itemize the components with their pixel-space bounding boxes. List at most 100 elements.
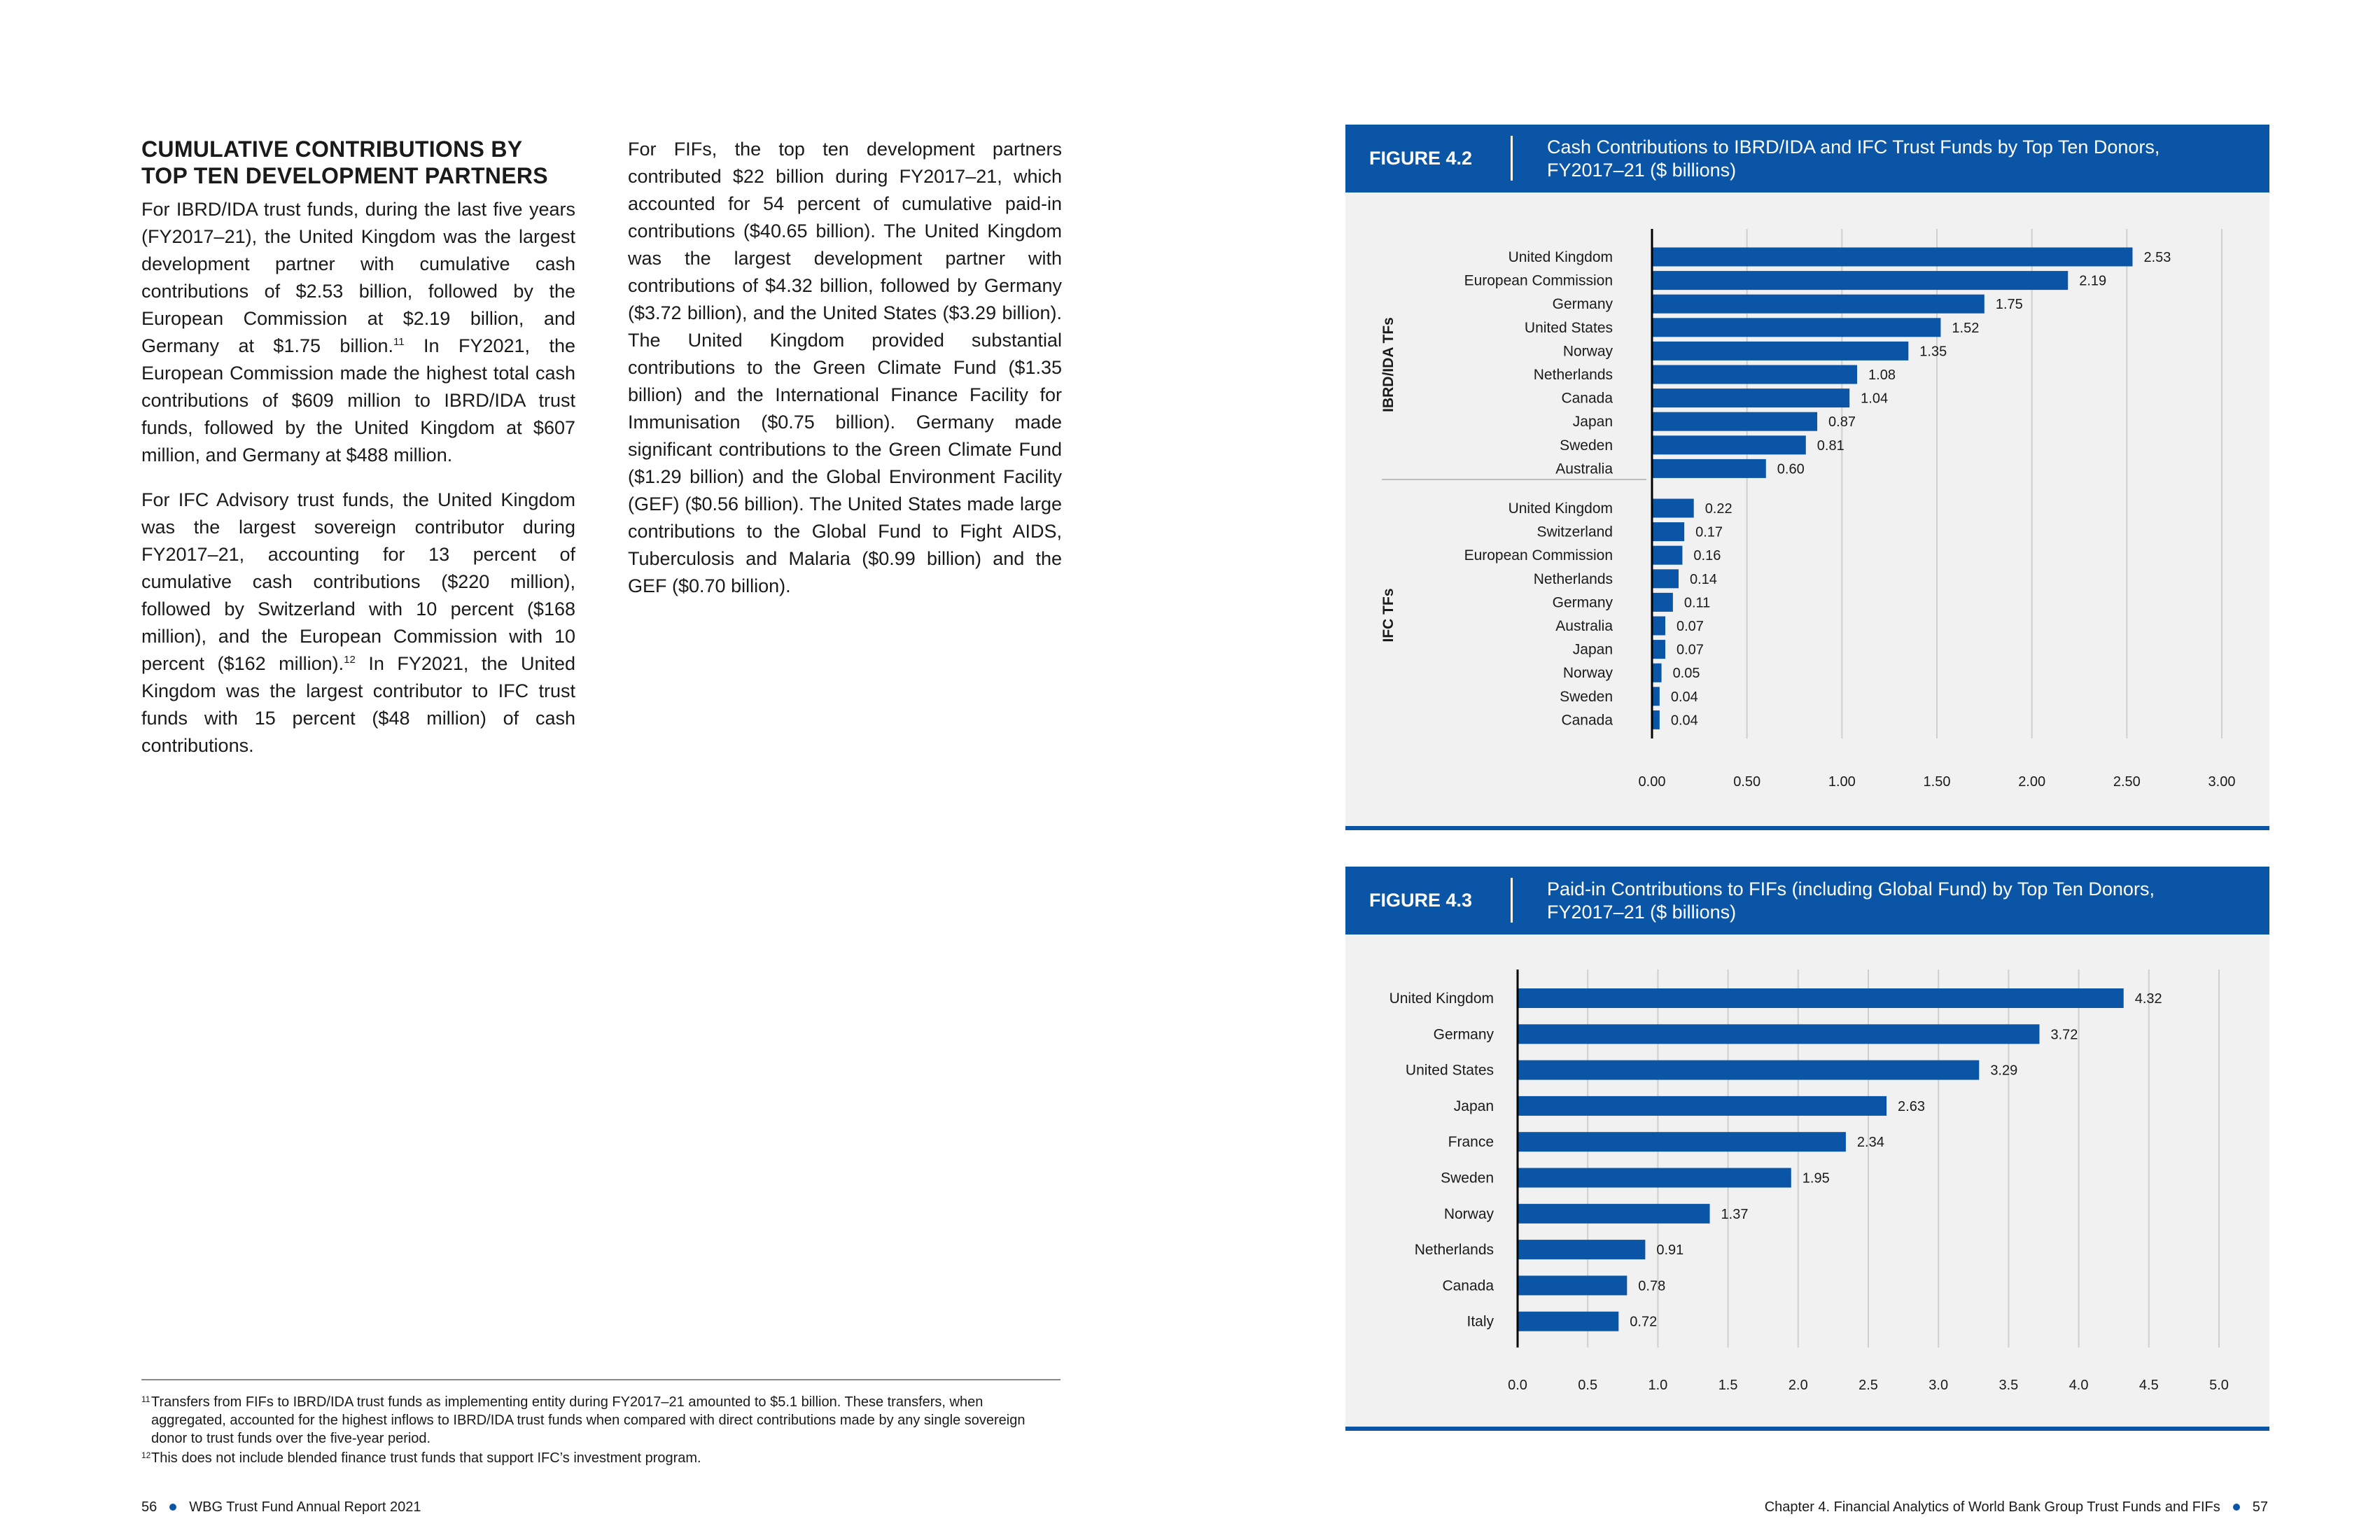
data-label: 1.95 (1802, 1171, 1830, 1186)
bar (1518, 1132, 1846, 1152)
bar (1652, 341, 1909, 360)
footnotes: 11 Transfers from FIFs to IBRD/IDA trust… (141, 1393, 1060, 1469)
category-label: European Commission (1464, 547, 1613, 564)
figure-4-2: FIGURE 4.2 Cash Contributions to IBRD/ID… (1345, 125, 2269, 830)
category-label: United States (1406, 1063, 1494, 1079)
data-label: 3.72 (2050, 1027, 2078, 1042)
report-title: WBG Trust Fund Annual Report 2021 (189, 1499, 421, 1515)
category-label: Norway (1563, 665, 1614, 681)
data-label: 0.87 (1828, 414, 1856, 430)
category-label: Norway (1563, 343, 1614, 359)
data-label: 0.78 (1638, 1278, 1665, 1294)
bar-chart-fifs: 0.0 0.5 1.0 1.5 2.0 2.5 3.0 3.5 4.0 4.5 5.0 United … (1390, 969, 2229, 1393)
footnote-ref-12[interactable]: 12 (344, 654, 356, 666)
figure-title: Cash Contributions to IBRD/IDA and IFC T… (1547, 136, 2160, 181)
category-label: Switzerland (1536, 524, 1613, 540)
x-tick-label: 0.5 (1578, 1378, 1597, 1393)
bar-chart-ibrd-ifc: 0.00 0.50 1.00 1.50 2.00 2.50 3.00 United Kingd… (1380, 229, 2236, 790)
bar (1652, 592, 1673, 612)
data-label: 0.91 (1656, 1242, 1684, 1258)
footnote-12: 12 This does not include blended finance… (141, 1450, 701, 1466)
bar (1518, 1203, 1710, 1224)
x-tick-label: 2.5 (1858, 1378, 1878, 1393)
data-label: 0.04 (1671, 690, 1698, 705)
category-label: Japan (1573, 642, 1613, 658)
data-label: 0.17 (1695, 525, 1723, 540)
figure-title: Paid-in Contributions to FIFs (including… (1547, 878, 2155, 923)
paragraph-ibrd: For IBRD/IDA trust funds, during the las… (141, 199, 575, 465)
category-label: Canada (1561, 391, 1613, 407)
bar (1652, 318, 1941, 337)
bar (1518, 988, 2124, 1008)
figure-header: FIGURE 4.2 Cash Contributions to IBRD/ID… (1345, 125, 2269, 192)
x-tick-label: 5.0 (2209, 1378, 2229, 1393)
category-label: Netherlands (1534, 367, 1613, 383)
left-text-column: CUMULATIVE CONTRIBUTIONS BY TOP TEN DEVE… (141, 136, 575, 777)
category-label: Germany (1553, 296, 1614, 312)
figure-label: FIGURE 4.3 (1369, 890, 1473, 911)
page-footer-right: Chapter 4. Financial Analytics of World … (1765, 1498, 2268, 1516)
data-label: 0.16 (1693, 548, 1721, 564)
category-label: Japan (1573, 414, 1613, 430)
data-label: 4.32 (2135, 991, 2162, 1007)
bar (1652, 271, 2068, 290)
header-divider (1511, 136, 1513, 181)
data-label: 0.04 (1671, 713, 1698, 728)
category-label: Canada (1442, 1278, 1494, 1294)
bar (1652, 458, 1766, 478)
bar (1652, 545, 1683, 565)
footnote-ref-11[interactable]: 11 (393, 336, 405, 348)
bar (1652, 710, 1660, 729)
data-label: 1.37 (1721, 1207, 1749, 1222)
bar (1652, 247, 2133, 267)
category-label: United Kingdom (1390, 990, 1494, 1007)
data-label: 0.07 (1676, 643, 1704, 658)
x-tick-label: 1.0 (1648, 1378, 1667, 1393)
data-label: 0.22 (1705, 501, 1732, 517)
category-label: Germany (1434, 1026, 1494, 1042)
group-label-ifc: IFC TFs (1380, 589, 1396, 643)
x-tick-label: 3.00 (2208, 774, 2236, 790)
bar (1652, 388, 1850, 408)
paragraph-fifs: For FIFs, the top ten development partne… (628, 139, 1062, 596)
page-number: 57 (2252, 1499, 2268, 1515)
bar (1652, 294, 1984, 314)
data-label: 0.72 (1630, 1315, 1657, 1330)
bar (1518, 1060, 1980, 1080)
data-label: 1.08 (1868, 368, 1896, 383)
data-label: 2.19 (2079, 274, 2106, 289)
x-tick-label: 1.5 (1718, 1378, 1738, 1393)
bar (1652, 498, 1694, 518)
figure-label: FIGURE 4.2 (1369, 148, 1473, 169)
category-label: Netherlands (1534, 571, 1613, 587)
footnote-divider (141, 1379, 1060, 1380)
data-label: 1.04 (1861, 391, 1888, 407)
bullet-icon (169, 1504, 177, 1511)
category-label: Australia (1555, 618, 1613, 634)
figure-4-3: FIGURE 4.3 Paid-in Contributions to FIFs… (1345, 867, 2269, 1431)
x-tick-label: 2.00 (2018, 774, 2045, 790)
bar (1652, 412, 1818, 431)
bar (1518, 1096, 1887, 1116)
bar (1518, 1168, 1791, 1188)
data-label: 1.52 (1952, 321, 1979, 336)
chapter-title: Chapter 4. Financial Analytics of World … (1764, 1499, 2220, 1515)
bar (1652, 640, 1665, 659)
category-label: Netherlands (1415, 1242, 1494, 1258)
data-label: 2.63 (1898, 1099, 1925, 1114)
figure-header: FIGURE 4.3 Paid-in Contributions to FIFs… (1345, 867, 2269, 934)
category-label: Sweden (1560, 438, 1613, 454)
x-tick-label: 2.0 (1788, 1378, 1808, 1393)
section-heading: CUMULATIVE CONTRIBUTIONS BY TOP TEN DEVE… (141, 136, 548, 188)
category-label: Norway (1444, 1206, 1494, 1222)
paragraph-ifc: For IFC Advisory trust funds, the United… (141, 489, 575, 756)
bar (1652, 522, 1685, 542)
category-label: United Kingdom (1508, 249, 1613, 265)
category-label: United States (1525, 320, 1613, 336)
bar (1518, 1275, 1628, 1296)
header-divider (1511, 878, 1513, 923)
category-label: France (1448, 1134, 1494, 1150)
bar (1518, 1240, 1646, 1260)
data-label: 3.29 (1990, 1063, 2017, 1079)
bar (1652, 569, 1679, 589)
